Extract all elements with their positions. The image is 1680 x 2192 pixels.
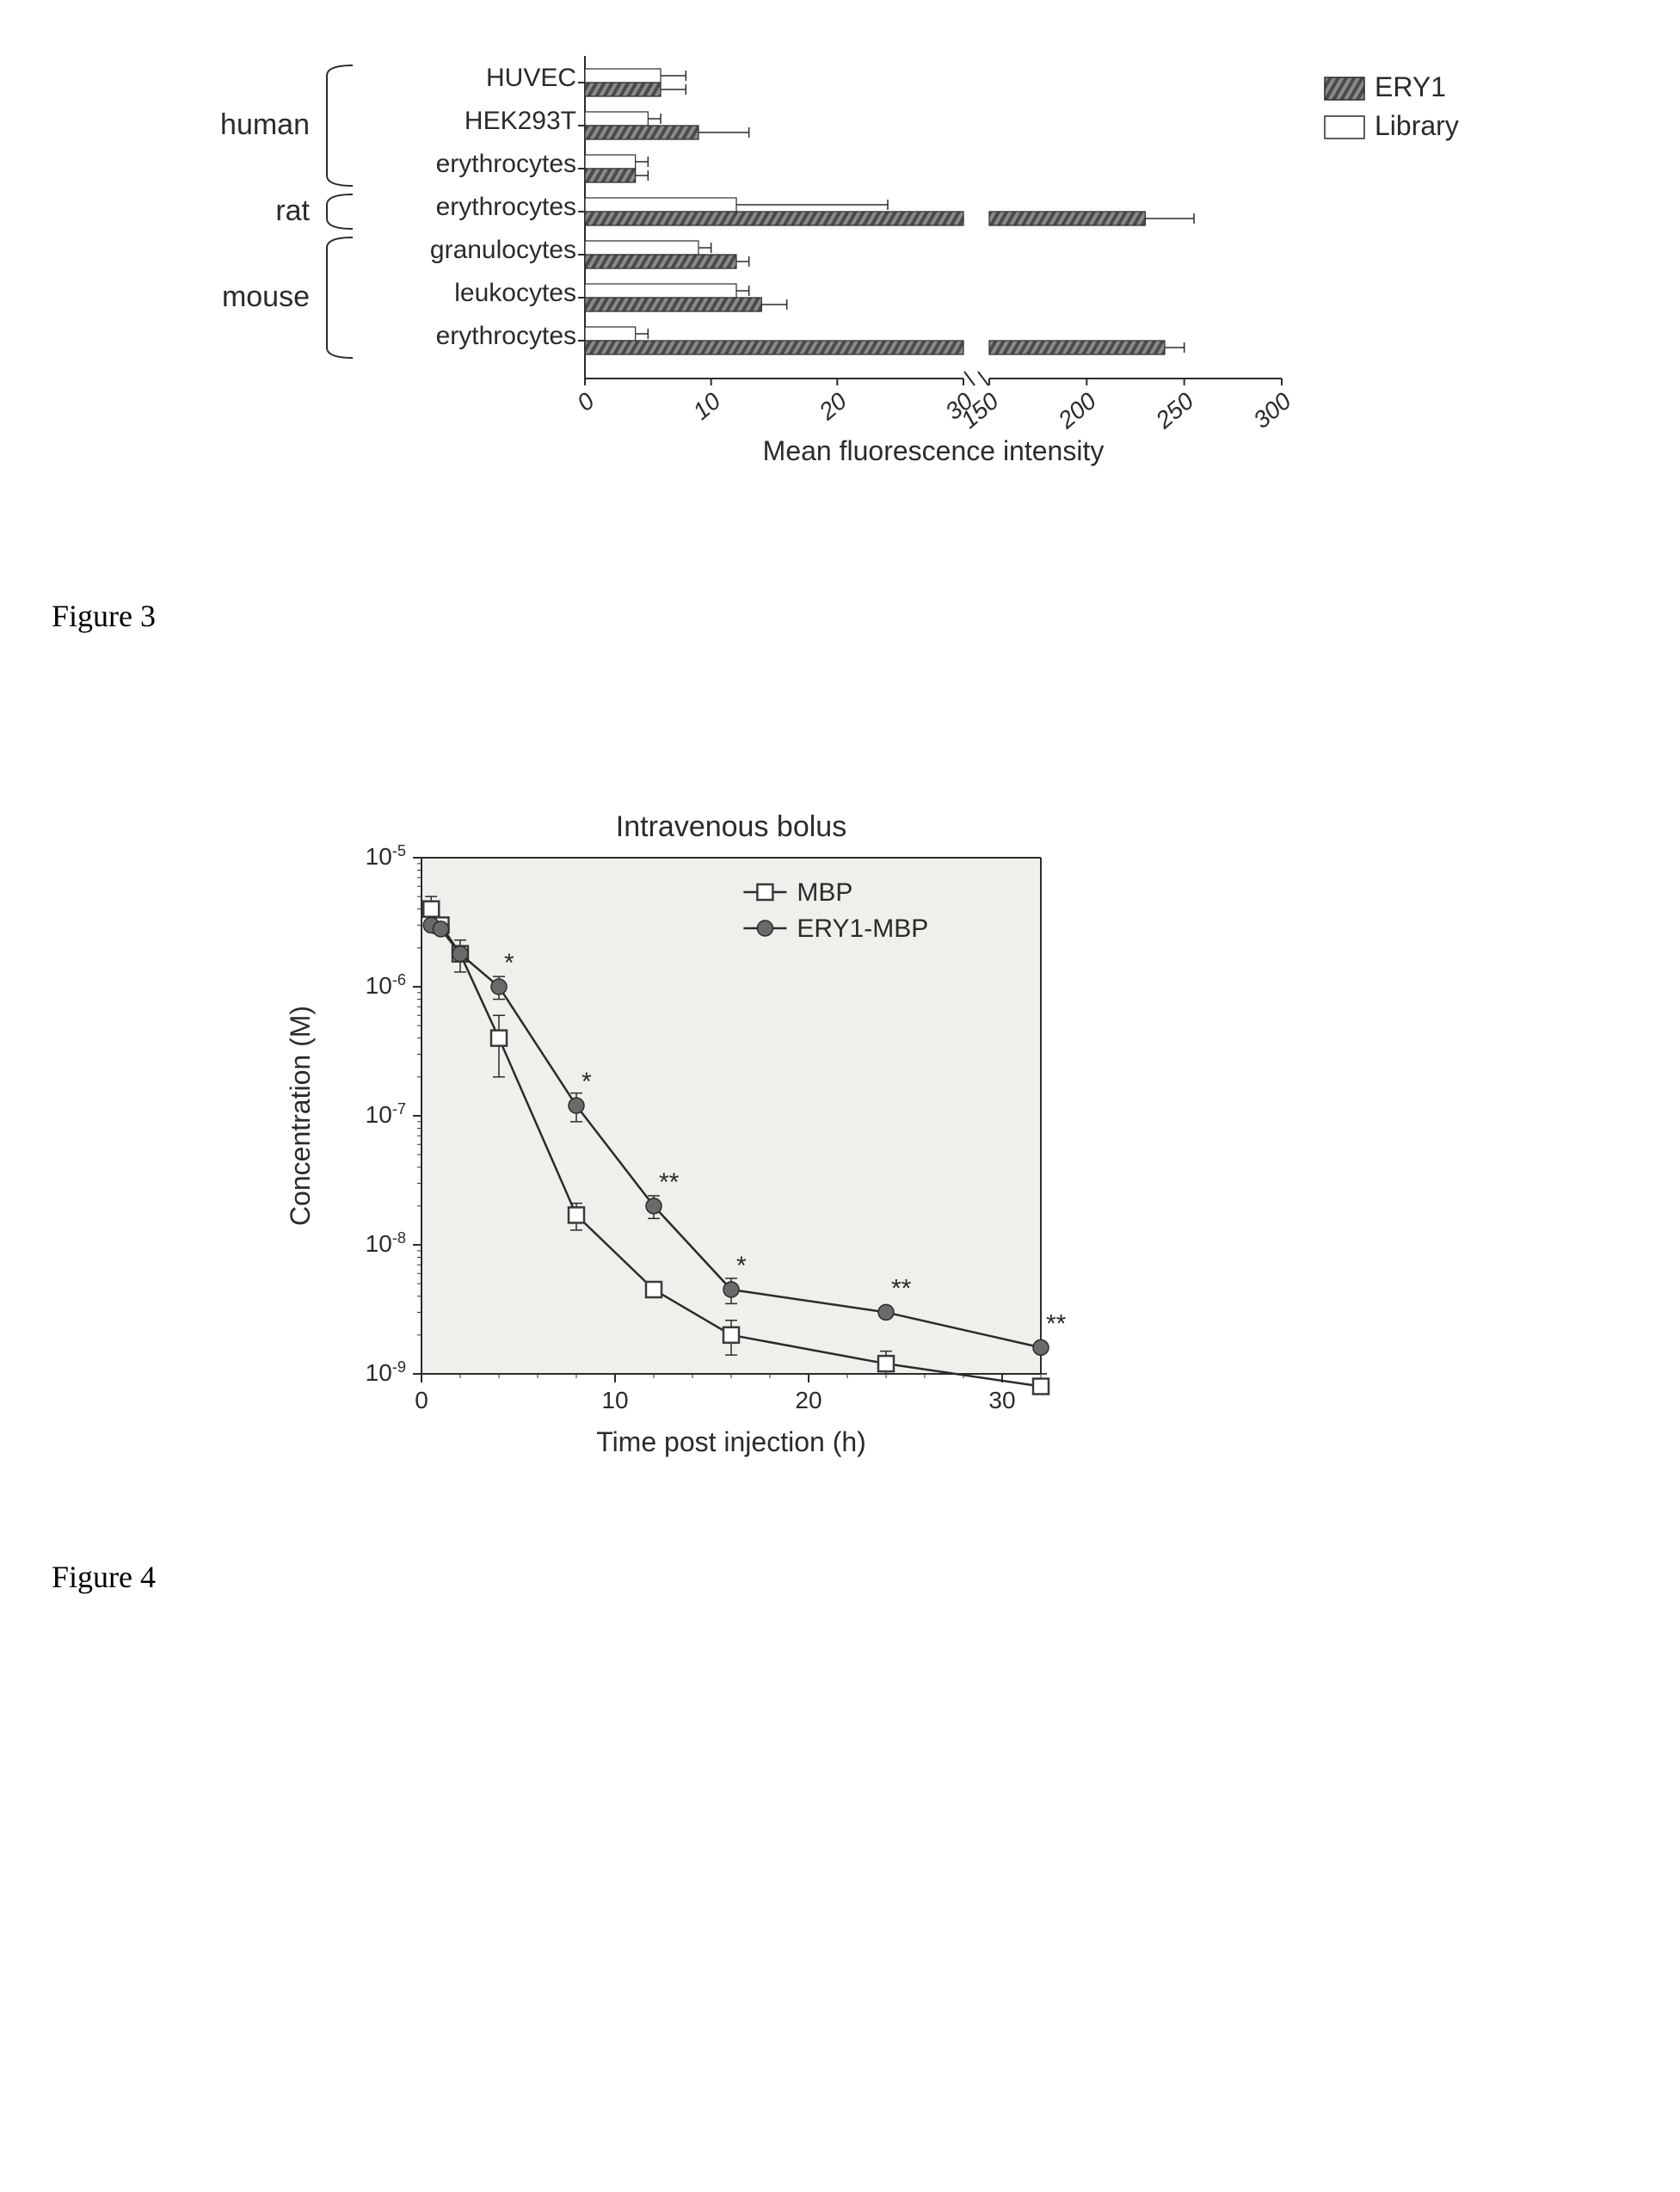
svg-text:MBP: MBP xyxy=(797,878,852,907)
svg-text:10-9: 10-9 xyxy=(366,1358,406,1386)
figure-4-caption: Figure 4 xyxy=(52,1559,1628,1595)
figure-4-chart: 10-9 10-8 10-7 10-6 10-5 0 10 20 30 Time post inj… xyxy=(275,789,1628,1533)
svg-text:300: 300 xyxy=(1248,387,1296,434)
svg-text:*: * xyxy=(736,1252,747,1280)
svg-text:Concentration (M): Concentration (M) xyxy=(285,1006,316,1226)
svg-text:HEK293T: HEK293T xyxy=(465,107,576,135)
svg-text:ERY1: ERY1 xyxy=(1375,71,1446,102)
svg-text:Mean fluorescence intensity: Mean fluorescence intensity xyxy=(763,435,1105,466)
figure-3-caption: Figure 3 xyxy=(52,598,1628,634)
svg-text:**: ** xyxy=(659,1168,680,1197)
svg-text:erythrocytes: erythrocytes xyxy=(436,150,576,178)
svg-text:ERY1-MBP: ERY1-MBP xyxy=(797,914,928,943)
figure-3-svg: 0102030150200250300Mean fluorescence int… xyxy=(138,34,1514,568)
figure-4-svg: 10-9 10-8 10-7 10-6 10-5 0 10 20 30 Time post inj… xyxy=(275,789,1222,1529)
svg-text:HUVEC: HUVEC xyxy=(486,64,576,92)
svg-text:10: 10 xyxy=(688,387,726,425)
svg-text:Time post injection (h): Time post injection (h) xyxy=(596,1426,866,1457)
svg-text:0: 0 xyxy=(415,1387,428,1413)
svg-text:**: ** xyxy=(1046,1309,1067,1338)
svg-text:20: 20 xyxy=(813,387,852,426)
svg-text:rat: rat xyxy=(275,194,310,227)
svg-text:*: * xyxy=(582,1068,592,1096)
svg-text:*: * xyxy=(504,949,514,977)
svg-text:**: ** xyxy=(891,1274,912,1302)
svg-text:10-5: 10-5 xyxy=(366,842,406,870)
svg-text:10: 10 xyxy=(601,1387,628,1413)
svg-text:30: 30 xyxy=(988,1387,1015,1413)
svg-text:0: 0 xyxy=(572,387,600,416)
svg-text:Intravenous bolus: Intravenous bolus xyxy=(616,810,846,843)
svg-text:erythrocytes: erythrocytes xyxy=(436,193,576,221)
svg-text:10-8: 10-8 xyxy=(366,1229,406,1257)
svg-text:250: 250 xyxy=(1150,387,1199,434)
figure-4-block: 10-9 10-8 10-7 10-6 10-5 0 10 20 30 Time post inj… xyxy=(52,789,1628,1595)
svg-text:200: 200 xyxy=(1053,387,1102,434)
svg-text:Library: Library xyxy=(1375,110,1459,141)
svg-text:10-7: 10-7 xyxy=(366,1100,406,1128)
svg-text:mouse: mouse xyxy=(222,280,310,313)
svg-text:human: human xyxy=(220,108,310,141)
svg-text:leukocytes: leukocytes xyxy=(454,279,576,307)
figure-3-chart: 0102030150200250300Mean fluorescence int… xyxy=(138,34,1628,572)
svg-text:granulocytes: granulocytes xyxy=(430,236,576,264)
svg-text:10-6: 10-6 xyxy=(366,971,406,999)
figure-3-block: 0102030150200250300Mean fluorescence int… xyxy=(52,34,1628,634)
svg-text:20: 20 xyxy=(795,1387,822,1413)
svg-text:erythrocytes: erythrocytes xyxy=(436,322,576,350)
